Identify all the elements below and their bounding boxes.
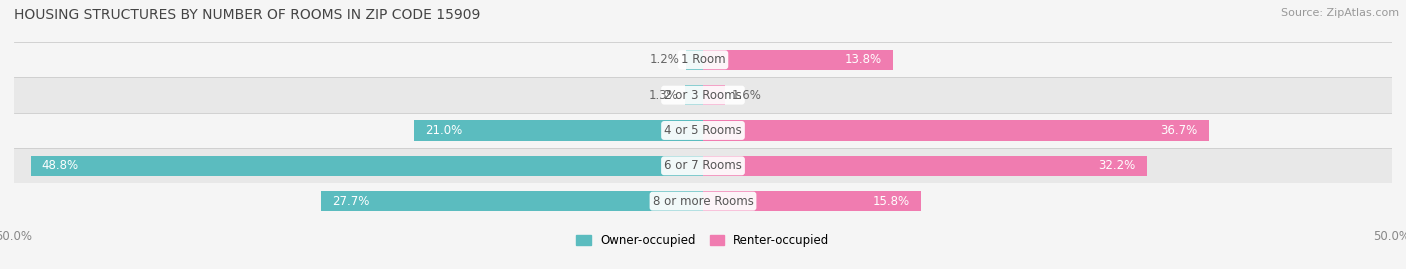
Bar: [322, 191, 703, 211]
Text: 27.7%: 27.7%: [332, 195, 370, 208]
Bar: [31, 155, 703, 176]
Text: 6 or 7 Rooms: 6 or 7 Rooms: [664, 159, 742, 172]
Text: 1.6%: 1.6%: [733, 89, 762, 102]
Text: 1 Room: 1 Room: [681, 53, 725, 66]
Text: 1.2%: 1.2%: [650, 53, 679, 66]
Bar: [703, 85, 725, 105]
Bar: [703, 155, 1147, 176]
Bar: [685, 85, 703, 105]
Bar: [413, 120, 703, 141]
Bar: [686, 49, 703, 70]
Text: 32.2%: 32.2%: [1098, 159, 1136, 172]
Text: 1.3%: 1.3%: [648, 89, 678, 102]
Bar: [703, 49, 893, 70]
Text: 13.8%: 13.8%: [845, 53, 882, 66]
Bar: [14, 42, 1392, 77]
Text: 8 or more Rooms: 8 or more Rooms: [652, 195, 754, 208]
Text: 2 or 3 Rooms: 2 or 3 Rooms: [664, 89, 742, 102]
Bar: [14, 183, 1392, 219]
Text: HOUSING STRUCTURES BY NUMBER OF ROOMS IN ZIP CODE 15909: HOUSING STRUCTURES BY NUMBER OF ROOMS IN…: [14, 8, 481, 22]
Bar: [14, 77, 1392, 113]
Bar: [14, 148, 1392, 183]
Bar: [14, 113, 1392, 148]
Text: 21.0%: 21.0%: [425, 124, 463, 137]
Text: 48.8%: 48.8%: [42, 159, 79, 172]
Legend: Owner-occupied, Renter-occupied: Owner-occupied, Renter-occupied: [576, 234, 830, 247]
Text: 15.8%: 15.8%: [873, 195, 910, 208]
Bar: [703, 191, 921, 211]
Text: 4 or 5 Rooms: 4 or 5 Rooms: [664, 124, 742, 137]
Bar: [703, 120, 1209, 141]
Text: 36.7%: 36.7%: [1160, 124, 1198, 137]
Text: Source: ZipAtlas.com: Source: ZipAtlas.com: [1281, 8, 1399, 18]
